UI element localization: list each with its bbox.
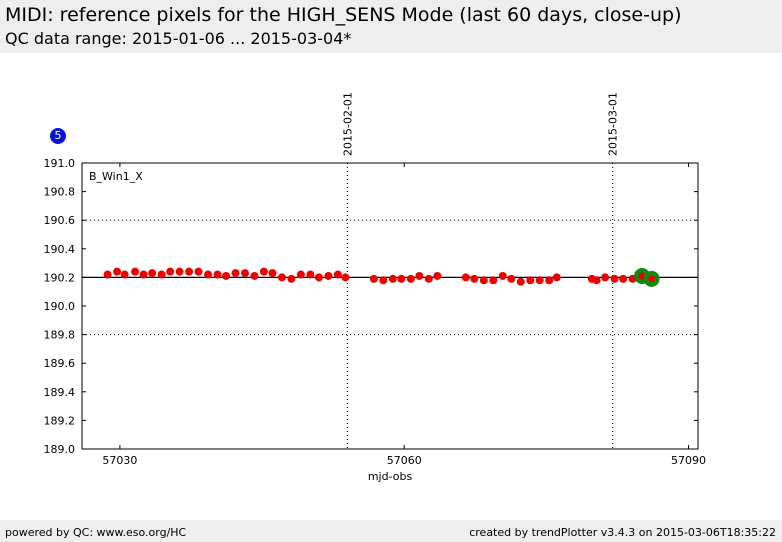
- y-tick-label: 189.6: [44, 357, 76, 370]
- data-point: [415, 271, 424, 280]
- data-point: [379, 276, 388, 285]
- data-point: [470, 274, 479, 283]
- data-point: [433, 271, 442, 280]
- y-tick-label: 190.6: [44, 214, 76, 227]
- y-tick-label: 190.0: [44, 300, 76, 313]
- data-point: [268, 269, 277, 278]
- data-point: [185, 267, 194, 276]
- data-point: [552, 273, 561, 282]
- date-marker-label: 2015-03-01: [607, 92, 620, 156]
- data-point: [592, 276, 601, 285]
- latest-data-point-core: [648, 275, 656, 283]
- data-point: [241, 269, 250, 278]
- data-point: [516, 277, 525, 286]
- data-point: [507, 274, 516, 283]
- data-point: [424, 274, 433, 283]
- data-point: [341, 273, 350, 282]
- panel-label: B_Win1_X: [89, 170, 143, 183]
- data-point: [461, 273, 470, 282]
- x-tick-label: 57060: [387, 454, 422, 467]
- header-bar: MIDI: reference pixels for the HIGH_SENS…: [0, 0, 782, 53]
- page-subtitle: QC data range: 2015-01-06 ... 2015-03-04…: [5, 29, 352, 48]
- data-point: [213, 270, 222, 279]
- data-point: [601, 273, 610, 282]
- y-tick-label: 191.0: [44, 157, 76, 170]
- y-tick-label: 189.0: [44, 443, 76, 456]
- y-tick-label: 190.2: [44, 271, 76, 284]
- data-point: [204, 270, 213, 279]
- data-point: [324, 271, 333, 280]
- footer-bar: powered by QC: www.eso.org/HC created by…: [0, 520, 782, 542]
- data-point: [287, 274, 296, 283]
- data-point: [479, 276, 488, 285]
- page-title: MIDI: reference pixels for the HIGH_SENS…: [5, 4, 682, 26]
- data-point: [148, 269, 157, 278]
- data-point: [498, 271, 507, 280]
- data-point: [619, 274, 628, 283]
- data-point: [535, 276, 544, 285]
- data-point: [610, 274, 619, 283]
- data-point: [194, 267, 203, 276]
- x-axis-label: mjd-obs: [368, 470, 413, 483]
- data-point: [157, 270, 166, 279]
- y-tick-label: 189.2: [44, 414, 76, 427]
- y-tick-label: 190.8: [44, 186, 76, 199]
- x-tick-label: 57030: [102, 454, 137, 467]
- y-tick-label: 189.4: [44, 386, 76, 399]
- data-point: [120, 270, 129, 279]
- y-tick-label: 189.8: [44, 329, 76, 342]
- data-point: [369, 274, 378, 283]
- data-point: [388, 274, 397, 283]
- data-point: [166, 267, 175, 276]
- data-point: [222, 271, 231, 280]
- data-point: [489, 276, 498, 285]
- x-tick-label: 57090: [671, 454, 706, 467]
- data-point: [259, 267, 268, 276]
- data-point: [113, 267, 122, 276]
- data-point: [526, 276, 535, 285]
- data-point: [333, 270, 342, 279]
- data-point: [139, 270, 148, 279]
- plot-frame: [81, 162, 699, 450]
- data-point: [231, 269, 240, 278]
- data-point: [175, 267, 184, 276]
- data-point: [296, 270, 305, 279]
- data-point: [314, 273, 323, 282]
- data-point: [306, 270, 315, 279]
- data-point: [545, 276, 554, 285]
- footer-generator: created by trendPlotter v3.4.3 on 2015-0…: [469, 526, 776, 539]
- data-point: [103, 270, 112, 279]
- count-badge: 5: [50, 128, 66, 144]
- data-point: [250, 271, 259, 280]
- data-point: [406, 274, 415, 283]
- data-point: [131, 267, 140, 276]
- data-point: [397, 274, 406, 283]
- data-point: [277, 273, 286, 282]
- footer-credit: powered by QC: www.eso.org/HC: [5, 526, 187, 539]
- y-tick-label: 190.4: [44, 243, 76, 256]
- date-marker-label: 2015-02-01: [341, 92, 354, 156]
